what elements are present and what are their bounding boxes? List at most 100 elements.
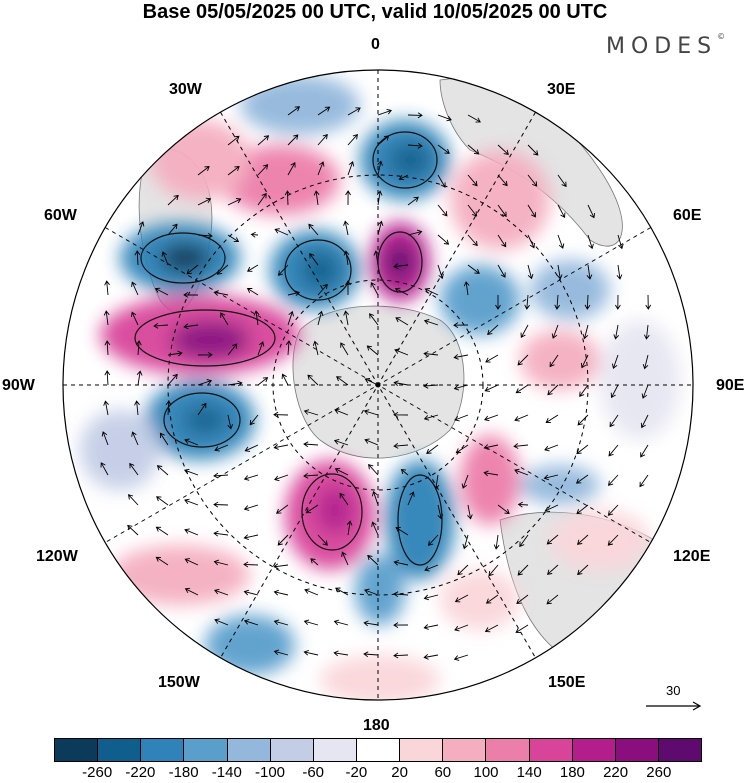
wind-arrow bbox=[273, 563, 289, 570]
wind-arrow bbox=[454, 594, 469, 603]
wind-arrow bbox=[246, 264, 259, 272]
wind-arrow bbox=[287, 162, 296, 176]
wind-arrow bbox=[615, 294, 621, 310]
wind-arrow bbox=[159, 432, 169, 446]
wind-arrow bbox=[131, 281, 139, 296]
wind-arrow bbox=[313, 190, 320, 206]
wind-arrow bbox=[371, 490, 379, 506]
wind-arrow bbox=[556, 264, 563, 280]
wind-arrow bbox=[347, 107, 361, 116]
colorbar-swatch bbox=[98, 739, 142, 761]
lon-label-150w: 150W bbox=[158, 674, 200, 691]
wind-arrow bbox=[317, 534, 328, 546]
wind-arrow bbox=[639, 474, 649, 488]
wind-vectors bbox=[100, 106, 652, 661]
wind-arrow bbox=[216, 264, 229, 275]
wind-arrow bbox=[377, 160, 383, 176]
wind-arrow bbox=[497, 204, 507, 217]
wind-arrow bbox=[454, 624, 469, 632]
colorbar-swatch bbox=[572, 739, 616, 761]
wind-arrow bbox=[220, 312, 229, 326]
wind-arrow bbox=[308, 223, 319, 236]
wind-arrow bbox=[340, 342, 349, 356]
wind-arrow bbox=[333, 650, 349, 657]
wind-arrow bbox=[607, 474, 619, 486]
wind-arrow bbox=[640, 444, 649, 458]
wind-arrow bbox=[213, 559, 229, 566]
colorbar-swatch bbox=[270, 739, 314, 761]
wind-arrow bbox=[557, 234, 565, 249]
wind-arrow bbox=[643, 324, 650, 340]
lon-label-0: 0 bbox=[371, 36, 380, 53]
wind-arrow bbox=[184, 528, 199, 536]
wind-arrow bbox=[276, 504, 289, 514]
wind-arrow bbox=[131, 431, 139, 446]
wind-arrow bbox=[273, 589, 289, 596]
reference-vector-label: 30 bbox=[666, 683, 681, 698]
colorbar-swatch bbox=[55, 739, 99, 761]
wind-arrow bbox=[303, 472, 319, 479]
wind-arrow bbox=[364, 378, 379, 386]
wind-arrow bbox=[184, 498, 199, 506]
wind-arrow bbox=[213, 530, 229, 537]
wind-arrow bbox=[611, 354, 619, 369]
wind-arrow bbox=[437, 234, 450, 245]
wind-arrow bbox=[645, 294, 652, 310]
colorbar-swatch bbox=[356, 739, 401, 761]
wind-arrow bbox=[317, 283, 328, 296]
wind-arrow bbox=[586, 264, 593, 280]
wind-arrow bbox=[455, 444, 469, 454]
wind-arrow bbox=[398, 174, 409, 181]
wind-arrow bbox=[467, 234, 478, 247]
wind-arrow bbox=[197, 402, 207, 416]
wind-arrow bbox=[609, 414, 619, 428]
wind-arrow bbox=[253, 310, 260, 326]
wind-arrow bbox=[453, 354, 469, 360]
wind-arrow bbox=[153, 322, 169, 329]
colorbar-tick-label: -100 bbox=[254, 764, 286, 781]
wind-arrow bbox=[393, 263, 409, 270]
wind-arrow bbox=[184, 558, 199, 566]
wind-arrow bbox=[227, 380, 243, 387]
wind-arrow bbox=[167, 194, 179, 206]
wind-arrow bbox=[284, 190, 291, 206]
wind-arrow bbox=[244, 444, 259, 452]
wind-arrow bbox=[547, 384, 559, 396]
wind-arrow bbox=[642, 354, 649, 370]
wind-arrow bbox=[101, 431, 109, 446]
wind-arrow bbox=[167, 350, 183, 357]
wind-arrow bbox=[137, 221, 145, 236]
wind-arrow bbox=[587, 234, 594, 250]
wind-arrow bbox=[393, 380, 409, 387]
wind-arrow bbox=[457, 564, 469, 576]
colorbar-swatch bbox=[658, 739, 702, 761]
wind-arrow bbox=[557, 174, 567, 188]
wind-arrow bbox=[277, 264, 289, 276]
wind-arrow bbox=[243, 534, 259, 541]
wind-arrow bbox=[346, 520, 353, 536]
wind-arrow bbox=[310, 558, 319, 566]
lon-label-30e: 30E bbox=[547, 81, 576, 98]
wind-arrow bbox=[587, 204, 596, 219]
wind-arrow bbox=[524, 294, 530, 310]
wind-arrow bbox=[345, 280, 351, 295]
wind-arrow bbox=[103, 310, 110, 326]
lon-label-120w: 120W bbox=[36, 548, 78, 565]
wind-arrow bbox=[317, 161, 325, 176]
wind-arrow bbox=[551, 324, 559, 339]
wind-arrow bbox=[527, 174, 538, 187]
wind-arrow bbox=[514, 468, 529, 476]
reference-arrow bbox=[646, 701, 702, 711]
lon-label-120e: 120E bbox=[673, 548, 711, 565]
wind-arrow bbox=[607, 534, 619, 546]
wind-arrow bbox=[467, 264, 480, 274]
wind-arrow bbox=[527, 234, 535, 249]
wind-arrow bbox=[437, 264, 444, 280]
wind-arrow bbox=[277, 534, 289, 546]
anomaly-field bbox=[80, 75, 680, 700]
wind-arrow bbox=[377, 108, 392, 116]
wind-arrow bbox=[305, 504, 319, 514]
wind-arrow bbox=[287, 310, 294, 326]
wind-arrow bbox=[273, 649, 289, 656]
